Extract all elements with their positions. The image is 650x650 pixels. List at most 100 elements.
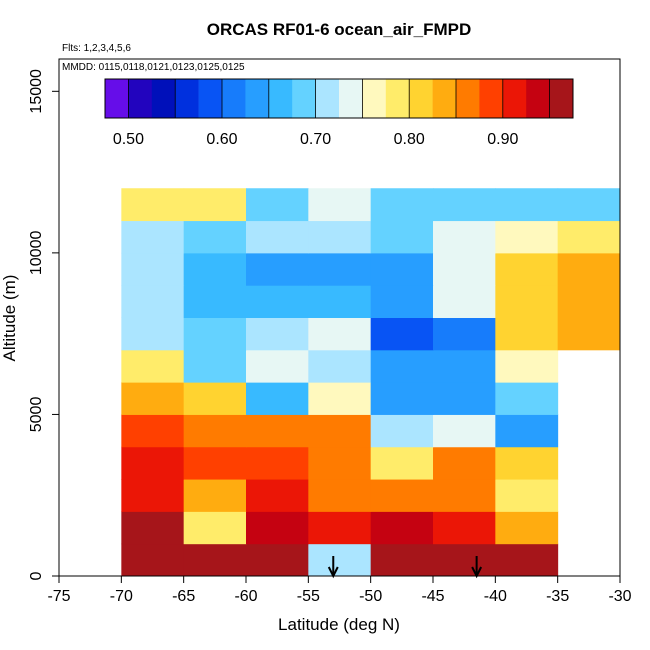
- x-tick-label: -30: [608, 588, 631, 605]
- heatmap-cell: [308, 349, 372, 383]
- colorbar-tick-label: 0.50: [113, 131, 144, 148]
- heatmap-cell: [183, 511, 247, 545]
- heatmap-cell: [121, 349, 185, 383]
- heatmap-cell: [370, 317, 434, 351]
- colorbar-tick-label: 0.90: [487, 131, 518, 148]
- heatmap-cell: [370, 479, 434, 512]
- colorbar: 0.50 0.60 0.70 0.80 0.90: [104, 78, 574, 148]
- heatmap-cell: [557, 252, 621, 286]
- x-tick-label: -70: [110, 588, 133, 605]
- colorbar-swatch: [409, 79, 433, 118]
- heatmap-cell: [183, 382, 247, 415]
- heatmap-cell: [495, 446, 559, 480]
- heatmap-cell: [495, 414, 559, 448]
- heatmap-cell: [308, 382, 372, 415]
- y-tick-label: 15000: [28, 69, 45, 114]
- heatmap-cell: [183, 317, 247, 351]
- heatmap-cell: [557, 285, 621, 318]
- heatmap-cell: [495, 285, 559, 318]
- heatmap-cell: [246, 188, 309, 222]
- heatmap-cell: [246, 285, 309, 318]
- heatmap-cell: [121, 414, 185, 448]
- colorbar-tick-label: 0.80: [394, 131, 425, 148]
- heatmap-cell: [433, 285, 496, 318]
- colorbar-tick-label: 0.70: [300, 131, 331, 148]
- colorbar-swatch: [432, 79, 457, 118]
- heatmap-cell: [308, 543, 372, 577]
- heatmap-cell: [121, 317, 185, 351]
- heatmap-cell: [308, 414, 372, 448]
- colorbar-swatch: [479, 79, 504, 118]
- heatmap-cell: [495, 479, 559, 512]
- y-tick-label: 10000: [28, 231, 45, 276]
- heatmap-cell: [121, 479, 185, 512]
- heatmap-cell: [121, 543, 185, 577]
- colorbar-swatch: [549, 79, 574, 118]
- heatmap-cell: [121, 446, 185, 480]
- colorbar-swatch: [105, 79, 129, 118]
- x-tick-label: -50: [359, 588, 382, 605]
- heatmap-cell: [370, 414, 434, 448]
- heatmap-cell: [121, 285, 185, 318]
- x-tick-label: -65: [172, 588, 195, 605]
- y-axis: 0 5000 10000 15000: [28, 59, 60, 580]
- heatmap-cell: [433, 511, 496, 545]
- heatmap-cell: [495, 220, 559, 254]
- heatmap-cell: [495, 382, 559, 415]
- x-tick-label: -40: [484, 588, 507, 605]
- colorbar-swatch: [198, 79, 223, 118]
- colorbar-swatch: [292, 79, 316, 118]
- colorbar-swatch: [175, 79, 199, 118]
- heatmap-cell: [433, 414, 496, 448]
- heatmap-cell: [121, 188, 185, 222]
- heatmap-cell: [433, 317, 496, 351]
- heatmap-cell: [370, 543, 434, 577]
- y-tick-label: 0: [28, 571, 45, 580]
- heatmap-cell: [557, 220, 621, 254]
- colorbar-tick-label: 0.60: [206, 131, 237, 148]
- heatmap-cell: [183, 479, 247, 512]
- heatmap-cell: [183, 220, 247, 254]
- colorbar-swatch: [339, 79, 363, 118]
- heatmap-cell: [183, 543, 247, 577]
- heatmap-cell: [246, 511, 309, 545]
- heatmap-cell: [370, 220, 434, 254]
- heatmap-cell: [370, 188, 434, 222]
- colorbar-swatch: [362, 79, 387, 118]
- heatmap-cell: [433, 382, 496, 415]
- heatmap-cell: [370, 349, 434, 383]
- colorbar-swatch: [385, 79, 410, 118]
- chart-title: ORCAS RF01-6 ocean_air_FMPD: [207, 20, 472, 39]
- heatmap-cell: [370, 382, 434, 415]
- heatmap-cell: [557, 188, 621, 222]
- heatmap-cell: [308, 188, 372, 222]
- heatmap-cell: [246, 349, 309, 383]
- heatmap-cell: [370, 511, 434, 545]
- heatmap-cell: [183, 252, 247, 286]
- heatmap-cell: [370, 446, 434, 480]
- heatmap-cell: [183, 414, 247, 448]
- colorbar-frame: [104, 78, 574, 119]
- colorbar-swatch: [526, 79, 550, 118]
- heatmap-cell: [183, 446, 247, 480]
- colorbar-swatch: [268, 79, 293, 118]
- heatmap-cell: [433, 220, 496, 254]
- heatmap-cell: [246, 252, 309, 286]
- x-tick-label: -45: [421, 588, 444, 605]
- heatmap-cell: [495, 543, 559, 577]
- heatmap-cell: [433, 252, 496, 286]
- colorbar-swatch: [151, 79, 176, 118]
- heatmap-cell: [308, 479, 372, 512]
- heatmap-cell: [246, 446, 309, 480]
- heatmap-cell: [308, 317, 372, 351]
- heatmap-cell: [433, 188, 496, 222]
- heatmap-cell: [246, 317, 309, 351]
- heatmap-cell: [121, 511, 185, 545]
- heatmap-cell: [308, 252, 372, 286]
- heatmap-cell: [308, 220, 372, 254]
- heatmap-cell: [308, 511, 372, 545]
- heatmap-cell: [121, 220, 185, 254]
- heatmap-cell: [433, 349, 496, 383]
- heatmap-cell: [121, 382, 185, 415]
